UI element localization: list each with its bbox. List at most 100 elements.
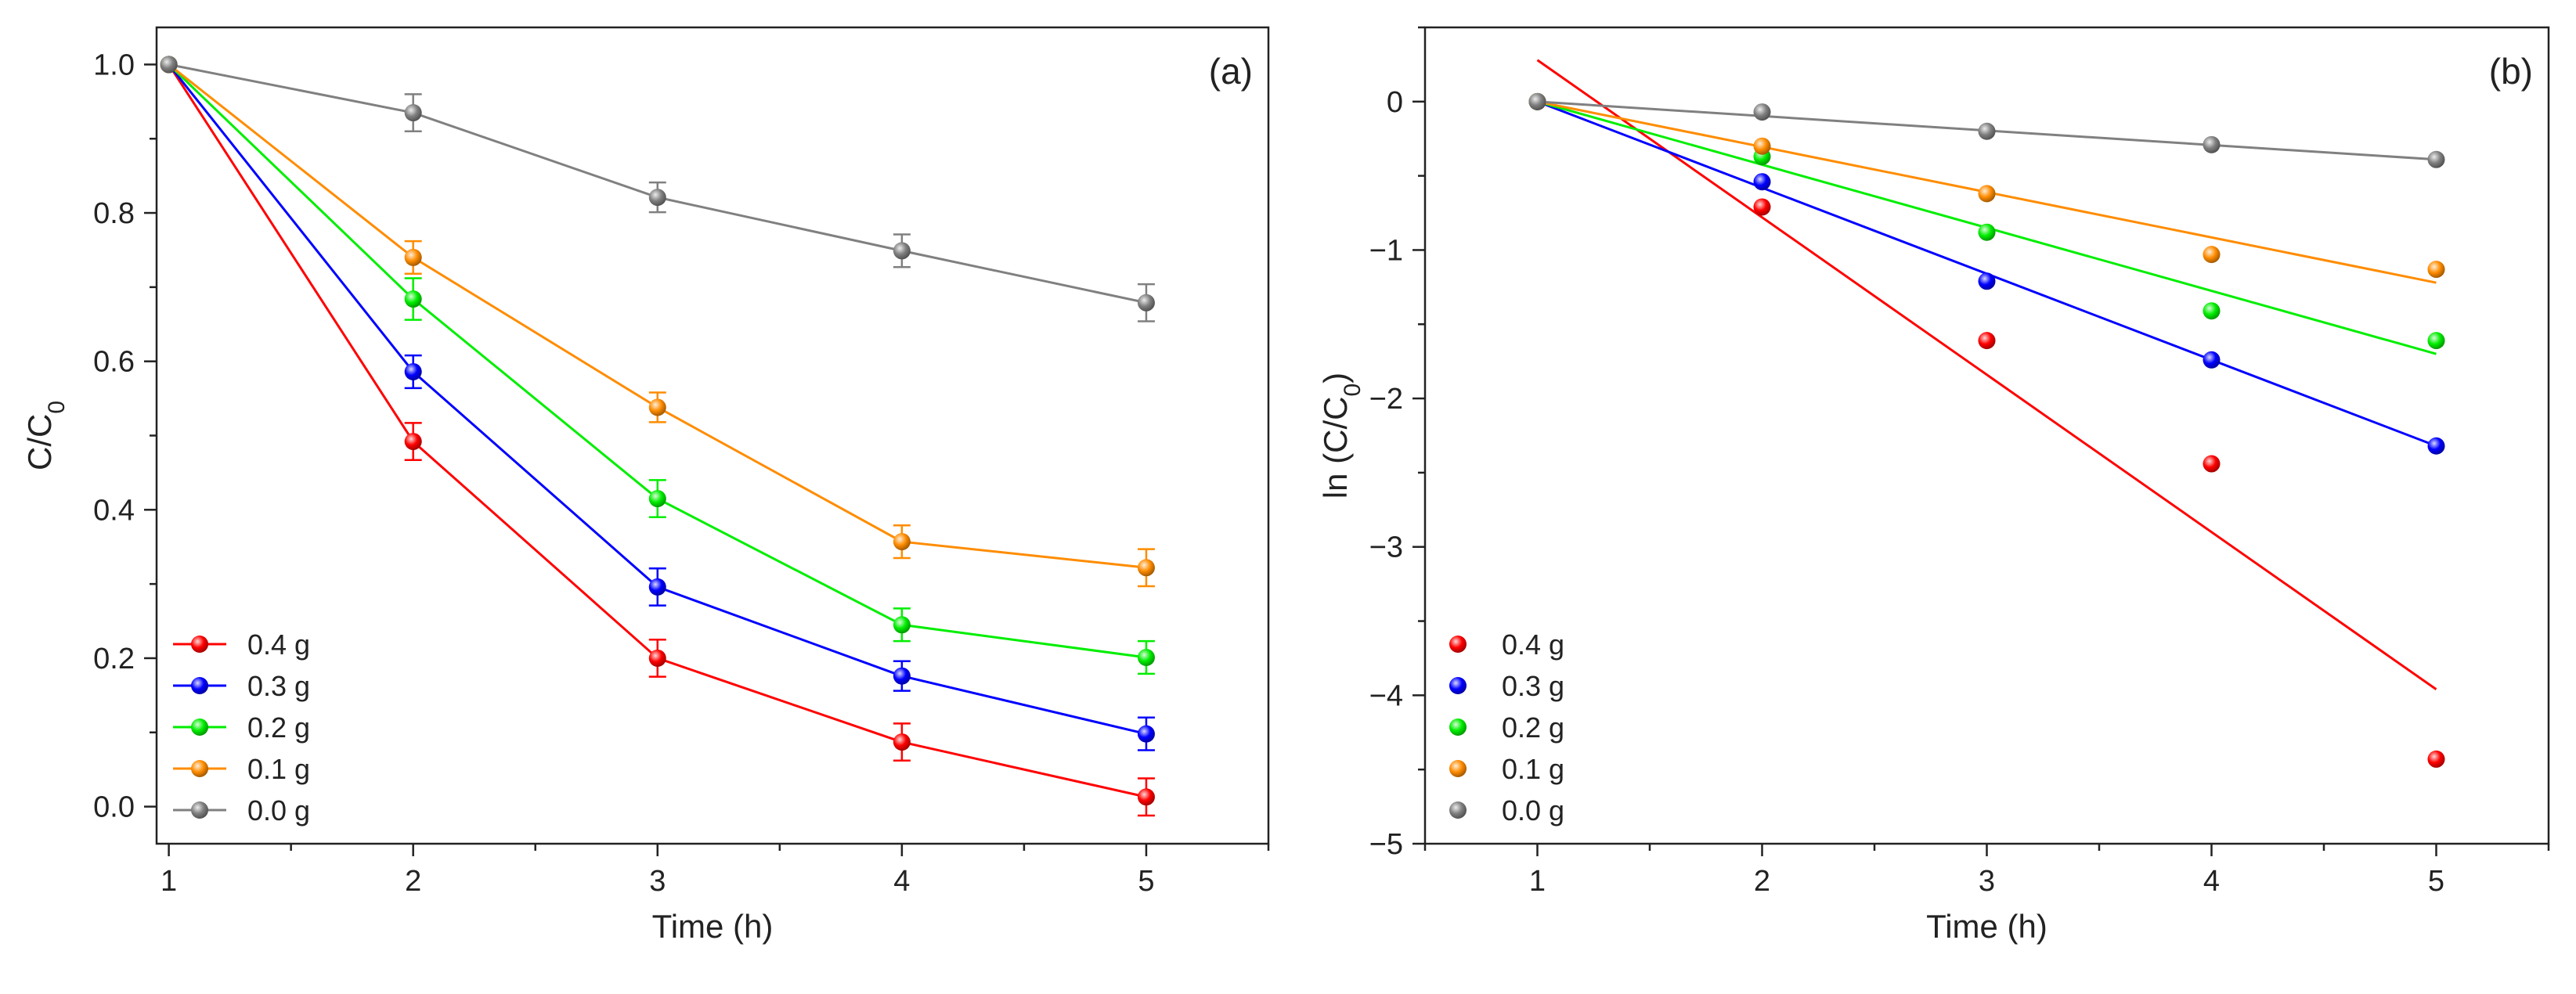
- y-tick-label: 0: [1387, 86, 1403, 119]
- y-tick-label: 0.0: [93, 791, 135, 824]
- y-tick-label: 0.4: [93, 494, 135, 527]
- data-point: [648, 189, 666, 207]
- plot-frame: [155, 26, 1270, 845]
- y-tick-label: −1: [1369, 234, 1403, 267]
- y-tick-label: −3: [1369, 531, 1403, 564]
- series-0-0-g: [1528, 92, 2445, 168]
- data-point: [2427, 437, 2445, 455]
- data-point: [1137, 559, 1155, 577]
- legend-entry: 0.0 g: [1449, 794, 1564, 827]
- y-tick-label: 1.0: [93, 49, 135, 81]
- data-point: [2427, 150, 2445, 168]
- data-point: [160, 56, 178, 74]
- series-line: [168, 63, 1147, 798]
- y-tick-label: 0.8: [93, 197, 135, 230]
- legend-entry: 0.3 g: [1449, 670, 1564, 702]
- legend-label: 0.0 g: [1502, 794, 1564, 827]
- data-point: [2427, 750, 2445, 768]
- panel-b-log-plot: 1 2 3 4 5 −5 −4 −3 −2 −1 0 Time (h) ln (C/C0) (b) 0.4 …: [1317, 26, 2550, 945]
- legend-entry: 0.1 g: [1449, 753, 1564, 785]
- legend-label: 0.3 g: [1502, 670, 1564, 702]
- series-0-1-g: [1528, 92, 2445, 284]
- data-point: [1137, 725, 1155, 743]
- data-point: [404, 248, 422, 266]
- legend-marker: [191, 677, 208, 694]
- legend-entry: 0.4 g: [1449, 628, 1564, 661]
- y-tick-label: −5: [1369, 828, 1403, 861]
- data-point: [1137, 649, 1155, 667]
- legend-marker: [1449, 801, 1467, 819]
- data-point: [2203, 246, 2221, 264]
- data-point: [648, 490, 666, 508]
- legend-label: 0.0 g: [247, 794, 310, 827]
- series-0-4-g: [1528, 59, 2445, 768]
- data-point: [893, 533, 911, 551]
- data-point: [2203, 351, 2221, 369]
- series-0-3-g: [1528, 92, 2445, 455]
- fit-line: [1536, 59, 2437, 691]
- data-point: [1137, 294, 1155, 312]
- data-point: [648, 578, 666, 596]
- data-point: [2427, 261, 2445, 279]
- data-point: [404, 433, 422, 451]
- legend-marker: [1449, 677, 1467, 694]
- y-axis-title: ln (C/C0): [1317, 373, 1366, 499]
- data-point: [2427, 332, 2445, 350]
- x-tick-label: 3: [649, 865, 666, 898]
- panel-a-decay-curves: 1 2 3 4 5 0.0 0.2 0.4 0.6 0.8 1.0 Time (h) C/C0 (a) 0.…: [21, 26, 1270, 945]
- data-point: [1753, 198, 1771, 216]
- y-tick-label: −2: [1369, 383, 1403, 416]
- legend-marker: [1449, 636, 1467, 653]
- series-0-0-g: [160, 56, 1155, 322]
- data-point: [1753, 137, 1771, 155]
- data-point: [893, 616, 911, 634]
- legend-label: 0.3 g: [247, 670, 310, 702]
- data-point: [1978, 122, 1996, 140]
- data-point: [1753, 173, 1771, 191]
- x-tick-label: 4: [2203, 865, 2220, 898]
- data-point: [893, 667, 911, 685]
- x-tick-label: 4: [893, 865, 910, 898]
- data-point: [893, 733, 911, 751]
- data-point: [893, 242, 911, 260]
- series-0-4-g: [160, 56, 1155, 817]
- data-point: [1753, 103, 1771, 121]
- x-tick-label: 2: [405, 865, 421, 898]
- panel-label: (b): [2489, 51, 2533, 92]
- x-tick-label: 2: [1754, 865, 1770, 898]
- legend-label: 0.2 g: [1502, 711, 1564, 744]
- x-axis-title: Time (h): [1926, 908, 2047, 945]
- x-tick-label: 3: [1979, 865, 1995, 898]
- data-point: [1978, 185, 1996, 203]
- data-point: [1137, 788, 1155, 806]
- legend-entry: 0.2 g: [173, 711, 310, 744]
- data-point: [1528, 92, 1546, 110]
- legend-entry: 0.3 g: [173, 670, 310, 702]
- x-tick-label: 1: [1529, 865, 1546, 898]
- x-tick-label: 5: [2428, 865, 2444, 898]
- data-point: [404, 290, 422, 308]
- panel-label: (a): [1209, 51, 1253, 92]
- legend-label: 0.4 g: [247, 628, 310, 661]
- data-point: [648, 398, 666, 416]
- legend-entry: 0.4 g: [173, 628, 310, 661]
- data-point: [1978, 223, 1996, 241]
- series-0-3-g: [160, 56, 1155, 751]
- y-tick-label: −4: [1369, 679, 1403, 712]
- legend-label: 0.2 g: [247, 711, 310, 744]
- legend-marker: [191, 760, 208, 777]
- data-point: [2203, 455, 2221, 473]
- data-point: [404, 104, 422, 122]
- legend-marker: [191, 636, 208, 653]
- data-point: [1978, 332, 1996, 350]
- legend-entry: 0.1 g: [173, 753, 310, 785]
- legend-label: 0.4 g: [1502, 628, 1564, 661]
- x-axis-title: Time (h): [652, 908, 774, 945]
- data-point: [1978, 272, 1996, 290]
- plot-frame: [1423, 26, 2550, 845]
- x-tick-label: 1: [161, 865, 177, 898]
- y-tick-label: 0.6: [93, 346, 135, 379]
- data-point: [404, 362, 422, 380]
- y-axis-title: C/C0: [21, 401, 70, 470]
